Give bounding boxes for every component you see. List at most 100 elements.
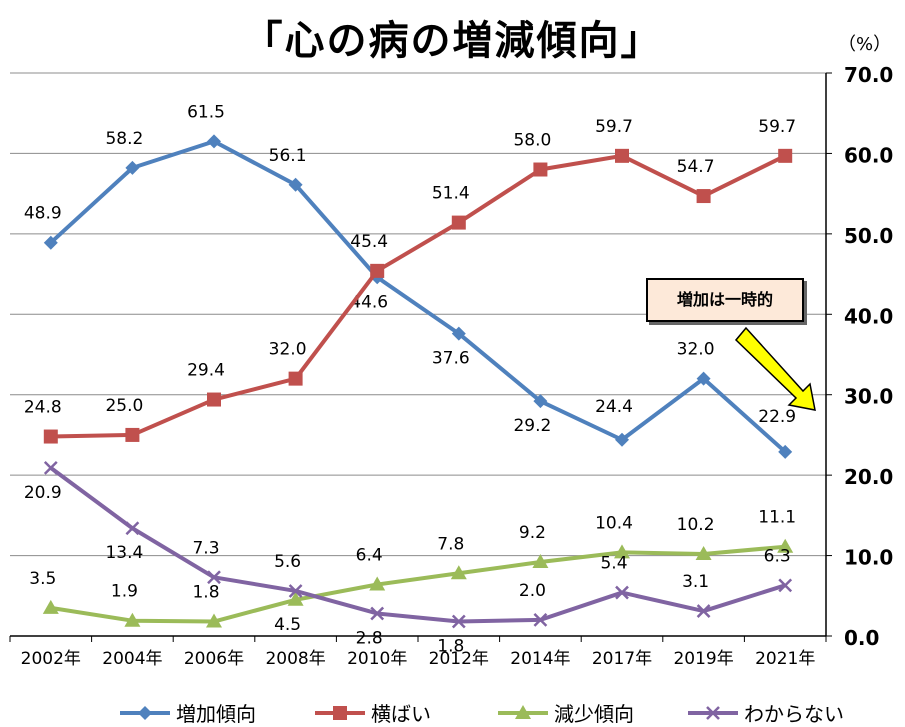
data-label: 44.6	[350, 292, 388, 312]
x-tick-label: 2006年	[184, 649, 244, 669]
x-tick-label: 2019年	[673, 649, 733, 669]
legend: 増加傾向 横ばい 減少傾向 わからない	[120, 702, 844, 726]
data-label: 59.7	[758, 117, 796, 137]
data-label: 11.1	[758, 508, 796, 528]
marker-triangle	[695, 545, 712, 560]
marker-triangle	[515, 705, 531, 719]
marker-square	[451, 215, 466, 230]
marker-x	[615, 585, 629, 600]
data-label: 2.0	[519, 581, 546, 601]
data-label: 24.8	[24, 398, 62, 418]
data-label: 13.4	[105, 543, 143, 563]
data-label: 7.8	[437, 534, 464, 554]
marker-diamond	[43, 235, 58, 250]
marker-square	[370, 263, 385, 278]
y-tick-label: 70.0	[844, 63, 893, 87]
marker-x	[533, 613, 548, 627]
y-tick-label: 30.0	[844, 385, 893, 409]
annotation-callout: 増加は一時的	[646, 278, 804, 322]
data-label: 5.4	[600, 554, 627, 574]
marker-square	[125, 427, 140, 442]
data-label: 10.4	[595, 513, 633, 533]
data-label: 1.9	[111, 582, 138, 602]
marker-diamond	[138, 706, 152, 720]
marker-diamond	[207, 134, 221, 149]
series-3: 3.5 1.9 1.8 4.5 6.4 7.8 9.2 10.4 10.2 11.1	[29, 508, 796, 635]
marker-x	[370, 606, 385, 621]
data-label: 22.9	[758, 407, 796, 427]
legend-label: 減少傾向	[554, 702, 634, 726]
marker-triangle	[124, 612, 141, 627]
data-label: 4.5	[274, 615, 301, 635]
chart-title: 「心の病の増減傾向」	[242, 18, 663, 64]
series-line	[50, 153, 787, 439]
marker-x	[451, 614, 466, 629]
data-label: 29.2	[513, 416, 551, 436]
data-label: 29.4	[187, 361, 225, 381]
data-label: 2.8	[356, 628, 383, 648]
data-label: 3.1	[682, 572, 709, 592]
y-tick-label: 40.0	[844, 304, 893, 328]
marker-diamond	[451, 326, 466, 341]
x-tick-label: 2004年	[102, 649, 162, 669]
data-label: 32.0	[269, 340, 307, 360]
marker-triangle	[369, 576, 386, 591]
y-tick-label: 0.0	[844, 626, 879, 650]
y-tick-label: 10.0	[844, 546, 893, 570]
marker-triangle	[287, 591, 304, 606]
data-label: 59.7	[595, 117, 633, 137]
x-tick-label: 2012年	[429, 649, 489, 669]
marker-diamond	[288, 177, 303, 192]
data-label: 6.3	[764, 546, 791, 566]
marker-x	[125, 521, 140, 536]
legend-label: 横ばい	[371, 702, 431, 726]
marker-square	[333, 706, 347, 720]
series-line	[49, 466, 786, 624]
marker-x	[778, 578, 793, 593]
data-label: 5.6	[274, 552, 301, 572]
data-label: 58.2	[105, 129, 143, 149]
data-label: 61.5	[187, 102, 225, 122]
arrow-shape	[734, 326, 816, 411]
marker-triangle	[532, 554, 549, 569]
marker-square	[43, 429, 58, 444]
data-label: 10.2	[677, 515, 715, 535]
marker-diamond	[125, 160, 140, 175]
marker-diamond	[615, 432, 629, 447]
data-label: 24.4	[595, 397, 633, 417]
marker-triangle	[614, 544, 630, 559]
marker-x	[706, 706, 720, 720]
marker-diamond	[778, 444, 793, 459]
data-label: 51.4	[432, 184, 470, 204]
x-tick-label: 2014年	[510, 649, 570, 669]
marker-square	[778, 148, 793, 163]
marker-triangle	[450, 565, 467, 580]
x-tick-label: 2017年	[592, 649, 652, 669]
data-label: 7.3	[192, 538, 219, 558]
marker-x	[43, 461, 58, 475]
marker-triangle	[42, 599, 59, 614]
data-label: 9.2	[519, 523, 546, 543]
marker-square	[533, 162, 548, 177]
data-label: 58.0	[513, 131, 551, 151]
marker-triangle	[206, 613, 222, 628]
data-label: 48.9	[24, 204, 62, 224]
marker-x	[696, 604, 711, 618]
data-label: 54.7	[677, 157, 715, 177]
marker-x	[288, 584, 303, 598]
data-label: 6.4	[356, 546, 383, 566]
data-label: 45.4	[350, 232, 388, 252]
series-2: 24.8 25.0 29.4 32.0 45.4 51.4 58.0 59.7 54.7 59.7	[24, 117, 796, 444]
x-tick-label: 2008年	[265, 649, 325, 669]
x-tick-label: 2021年	[755, 649, 815, 669]
y-tick-label: 20.0	[844, 465, 893, 489]
x-tick-label: 2010年	[347, 649, 407, 669]
marker-x	[207, 570, 221, 585]
marker-square	[288, 371, 303, 386]
marker-triangle	[777, 538, 794, 553]
series-line	[49, 139, 787, 454]
marker-diamond	[696, 371, 711, 386]
series-1: 48.9 58.2 61.5 56.1 44.6 37.6 29.2 24.4 32.0 22.9	[24, 102, 796, 459]
